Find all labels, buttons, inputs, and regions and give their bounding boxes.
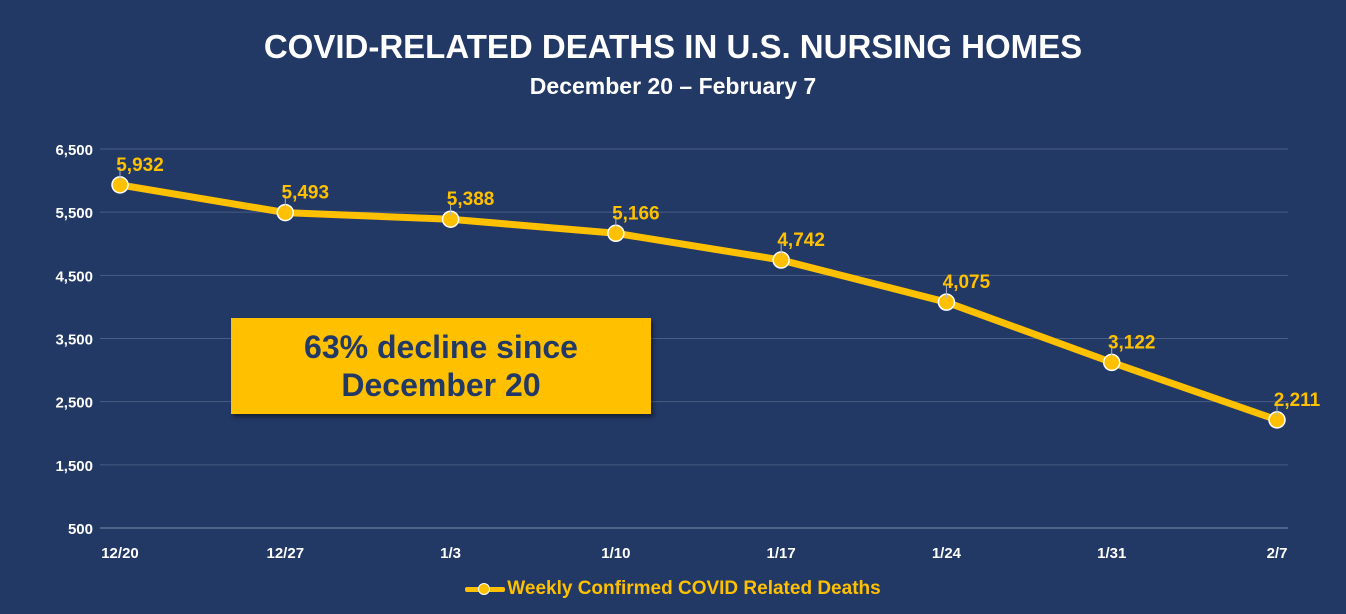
x-tick-label: 2/7 bbox=[1267, 545, 1288, 562]
y-tick-label: 6,500 bbox=[55, 142, 93, 159]
x-axis-ticks: 12/20 12/27 1/3 1/10 1/17 1/24 1/31 2/7 bbox=[101, 545, 1287, 562]
x-tick-label: 12/20 bbox=[101, 545, 139, 562]
y-tick-label: 4,500 bbox=[55, 268, 93, 285]
data-label: 4,742 bbox=[777, 230, 825, 251]
decline-callout: 63% decline since December 20 bbox=[231, 318, 651, 414]
data-labels: 5,932 5,493 5,388 5,166 4,742 4,075 3,122 2,211 bbox=[116, 155, 1321, 416]
y-tick-label: 5,500 bbox=[55, 205, 93, 222]
data-label: 5,493 bbox=[282, 183, 330, 204]
callout-line-2: December 20 bbox=[341, 367, 541, 403]
x-tick-label: 1/24 bbox=[932, 545, 962, 562]
data-label: 4,075 bbox=[943, 272, 991, 293]
x-tick-label: 1/3 bbox=[440, 545, 461, 562]
data-label: 5,388 bbox=[447, 189, 495, 210]
x-tick-label: 1/17 bbox=[767, 545, 796, 562]
data-label: 5,932 bbox=[116, 155, 164, 176]
y-tick-label: 3,500 bbox=[55, 332, 93, 349]
data-label: 5,166 bbox=[612, 203, 660, 224]
legend-label: Weekly Confirmed COVID Related Deaths bbox=[507, 578, 881, 599]
data-label: 2,211 bbox=[1274, 390, 1321, 411]
y-tick-label: 1,500 bbox=[55, 458, 93, 475]
legend: Weekly Confirmed COVID Related Deaths bbox=[0, 578, 1346, 600]
y-axis-ticks: 500 1,500 2,500 3,500 4,500 5,500 6,500 bbox=[55, 142, 93, 538]
callout-line-1: 63% decline since bbox=[304, 329, 578, 365]
x-tick-label: 12/27 bbox=[267, 545, 305, 562]
y-tick-label: 2,500 bbox=[55, 395, 93, 412]
series-weekly-deaths bbox=[111, 176, 1286, 429]
chart-title: COVID-RELATED DEATHS IN U.S. NURSING HOM… bbox=[263, 28, 1083, 65]
data-label: 3,122 bbox=[1108, 332, 1156, 353]
y-tick-label: 500 bbox=[68, 521, 93, 538]
series-line bbox=[116, 181, 1281, 424]
legend-line-marker-icon bbox=[465, 581, 506, 597]
chart-subtitle: December 20 – February 7 bbox=[529, 73, 817, 99]
x-tick-label: 1/10 bbox=[601, 545, 630, 562]
x-tick-label: 1/31 bbox=[1097, 545, 1126, 562]
